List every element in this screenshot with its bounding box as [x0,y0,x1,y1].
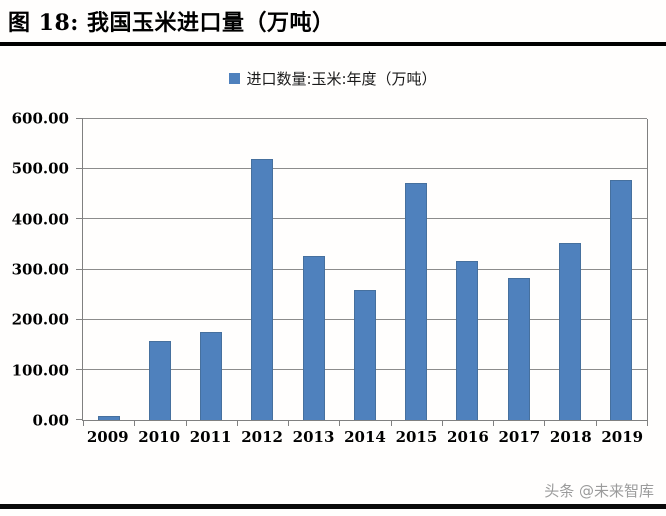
x-tick-mark [339,420,341,426]
x-tick-mark [493,420,495,426]
bar-2009 [97,416,120,420]
gridline-300 [83,268,647,270]
y-tick-label: 500.00 [11,159,69,178]
x-tick-mark [390,420,392,426]
gridline-600 [83,118,647,119]
bar-2015 [405,182,428,420]
gridline-500 [83,168,647,170]
x-tick-mark [288,420,290,426]
bar-slot [493,119,544,420]
bar-slot [391,119,442,420]
bar-slot [596,119,647,420]
bar-slot [442,119,493,420]
gridline-400 [83,218,647,220]
x-tick-label: 2013 [292,428,335,446]
x-tick-mark [134,420,136,426]
bar-2010 [148,341,171,420]
y-tick-mark [76,268,83,270]
x-tick-label: 2019 [601,428,644,446]
bar-slot [339,119,390,420]
plot-area [76,118,648,426]
x-tick-label: 2015 [395,428,438,446]
x-tick-mark [595,420,597,426]
bar-slot [83,119,134,420]
y-tick-label: 100.00 [11,361,69,380]
x-tick-mark [185,420,187,426]
y-tick-label: 300.00 [11,260,69,279]
figure-title: 图 18: 我国玉米进口量（万吨） [8,10,335,36]
x-tick-mark [236,420,238,426]
bar-2013 [302,255,325,420]
chart-legend: 进口数量:玉米:年度（万吨） [0,68,666,89]
x-tick-label: 2016 [447,428,489,446]
bar-slot [134,119,185,420]
y-axis-labels: 0.00 100.00 200.00 300.00 400.00 500.00 600.00 [0,111,75,428]
x-tick-label: 2010 [138,428,181,446]
bottom-divider [0,504,666,509]
bar-2018 [559,243,582,420]
x-tick-mark [647,420,648,426]
x-tick-label: 2012 [241,428,283,446]
x-tick-label: 2009 [86,428,129,446]
bar-2011 [200,332,223,420]
y-tick-mark [76,118,83,119]
bars-row [83,119,647,420]
watermark: 头条 @未来智库 [544,482,654,500]
x-tick-label: 2014 [344,428,386,446]
x-tick-label: 2018 [549,428,592,446]
x-tick-label: 2011 [189,428,232,446]
y-tick-mark [76,368,83,370]
bar-2017 [507,278,530,420]
bar-slot [237,119,288,420]
y-tick-label: 400.00 [11,210,69,229]
bar-2019 [610,179,633,420]
title-divider [0,42,666,46]
x-tick-mark [83,420,84,426]
legend-marker-icon [229,73,241,84]
y-tick-mark [76,218,83,220]
y-tick-mark [76,168,83,170]
y-tick-mark [76,419,83,420]
legend-label: 进口数量:玉米:年度（万吨） [246,70,437,88]
bar-slot [186,119,237,420]
bar-2012 [251,158,274,420]
y-tick-label: 200.00 [11,310,69,329]
y-tick-mark [76,318,83,320]
x-axis-labels: 2009 2010 2011 2012 2013 2014 2015 2016 2017 2018… [82,428,648,446]
x-tick-mark [544,420,546,426]
bar-2014 [353,289,376,420]
x-tick-label: 2017 [498,428,541,446]
bar-2016 [456,260,479,420]
y-tick-label: 0.00 [32,411,69,430]
y-tick-label: 600.00 [11,109,69,128]
bar-slot [544,119,595,420]
bar-slot [288,119,339,420]
x-tick-mark [441,420,443,426]
